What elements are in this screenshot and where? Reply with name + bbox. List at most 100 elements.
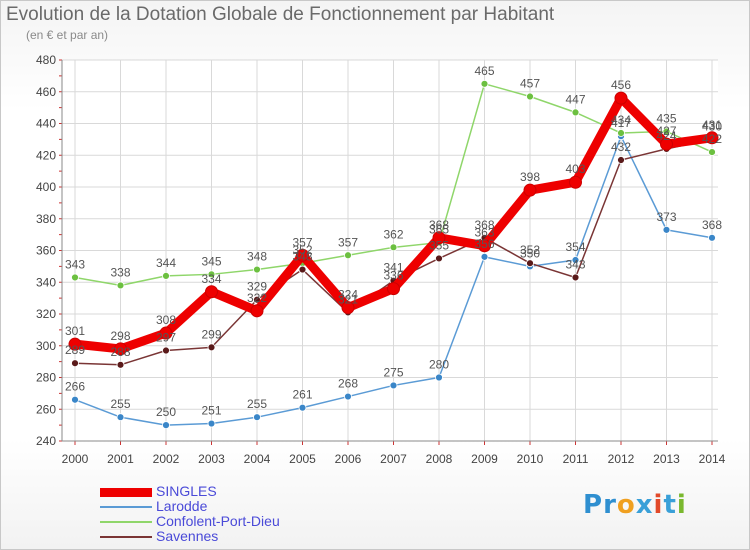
data-label: 301 (65, 324, 85, 338)
data-label: 356 (474, 237, 494, 251)
x-tick-label: 2009 (471, 452, 498, 466)
data-point-larodde (116, 413, 125, 422)
x-tick-label: 2004 (244, 452, 271, 466)
chart-title: Evolution de la Dotation Globale de Fonc… (6, 4, 555, 25)
data-label: 363 (474, 226, 494, 240)
data-label: 435 (656, 111, 676, 125)
data-point-larodde (389, 381, 398, 390)
data-point-larodde (662, 225, 671, 234)
data-point-singles (296, 248, 309, 262)
data-label: 341 (383, 261, 403, 275)
data-label: 457 (520, 77, 540, 91)
legend-swatch (100, 536, 152, 538)
data-point-singles (432, 231, 446, 245)
data-point-singles (68, 337, 82, 351)
y-tick-label: 260 (36, 402, 56, 416)
legend-label: Larodde (156, 498, 208, 514)
data-point-confolent-port-dieu (207, 270, 216, 279)
x-tick-label: 2000 (62, 452, 89, 466)
data-point-confolent-port-dieu (344, 251, 352, 260)
chart-subtitle: (en € et par an) (26, 28, 109, 42)
data-label: 321 (338, 292, 358, 306)
data-label: 431 (702, 118, 722, 132)
data-point-larodde (207, 419, 216, 428)
data-label: 348 (292, 250, 312, 264)
x-tick-label: 2010 (517, 452, 544, 466)
data-label: 308 (156, 313, 176, 327)
data-label: 398 (520, 170, 540, 184)
data-point-larodde (253, 413, 261, 422)
data-label: 343 (565, 257, 585, 271)
x-tick-label: 2007 (380, 452, 407, 466)
data-label: 373 (656, 210, 676, 224)
data-label: 348 (247, 250, 267, 264)
x-tick-label: 2002 (153, 452, 180, 466)
data-point-confolent-port-dieu (162, 271, 170, 280)
data-label: 338 (110, 265, 130, 279)
data-point-confolent-port-dieu (116, 281, 125, 290)
data-label: 334 (201, 272, 221, 286)
y-tick-label: 460 (36, 85, 56, 99)
data-label: 255 (110, 397, 130, 411)
data-label: 403 (565, 162, 585, 176)
data-label: 250 (156, 405, 176, 419)
data-point-confolent-port-dieu (708, 148, 716, 156)
data-point-savennes (526, 259, 534, 268)
legend-swatch (100, 487, 152, 497)
data-point-confolent-port-dieu (480, 79, 489, 88)
data-label: 322 (247, 291, 267, 305)
data-label: 417 (611, 116, 631, 130)
data-point-savennes (298, 265, 307, 274)
data-point-singles (705, 131, 719, 145)
data-point-singles (250, 304, 264, 318)
data-label: 336 (383, 269, 403, 283)
data-point-larodde (435, 373, 443, 382)
data-label: 268 (338, 377, 358, 391)
data-label: 357 (292, 235, 312, 249)
data-point-confolent-port-dieu (662, 127, 671, 136)
data-label: 368 (702, 218, 722, 232)
x-tick-label: 2012 (608, 452, 635, 466)
data-point-singles (387, 282, 400, 296)
x-tick-label: 2011 (563, 452, 589, 466)
data-label: 275 (383, 365, 403, 379)
data-point-singles (341, 301, 355, 315)
y-tick-label: 360 (36, 244, 56, 258)
data-label: 432 (611, 140, 631, 154)
data-point-singles (614, 91, 628, 105)
data-point-singles (478, 239, 491, 253)
data-label: 352 (520, 243, 540, 257)
data-label: 298 (110, 329, 130, 343)
data-label: 427 (656, 124, 676, 138)
legend-swatch (100, 521, 152, 523)
data-label: 355 (429, 238, 449, 252)
y-tick-label: 380 (36, 212, 56, 226)
x-tick-label: 2006 (335, 452, 362, 466)
x-tick-label: 2013 (653, 452, 680, 466)
data-label: 350 (520, 246, 540, 260)
data-point-singles (205, 285, 218, 299)
data-point-savennes (116, 360, 125, 369)
data-label: 280 (429, 358, 449, 372)
data-point-larodde (480, 252, 489, 261)
data-point-larodde (298, 403, 307, 412)
data-label: 465 (474, 64, 494, 78)
legend-label: Confolent-Port-Dieu (156, 513, 280, 529)
data-label: 365 (429, 223, 449, 237)
y-tick-label: 440 (36, 117, 56, 131)
data-label: 430 (702, 119, 722, 133)
x-tick-label: 2003 (198, 452, 225, 466)
data-point-larodde (162, 421, 170, 430)
data-label: 297 (156, 331, 176, 345)
data-point-confolent-port-dieu (526, 92, 534, 101)
data-label: 343 (65, 257, 85, 271)
x-tick-label: 2001 (107, 452, 134, 466)
data-label: 344 (156, 256, 176, 270)
x-tick-label: 2014 (699, 452, 726, 466)
data-point-singles (660, 137, 673, 151)
legend-label: SINGLES (156, 483, 217, 499)
y-tick-label: 420 (36, 148, 56, 162)
data-label: 261 (292, 388, 312, 402)
data-label: 362 (383, 227, 403, 241)
